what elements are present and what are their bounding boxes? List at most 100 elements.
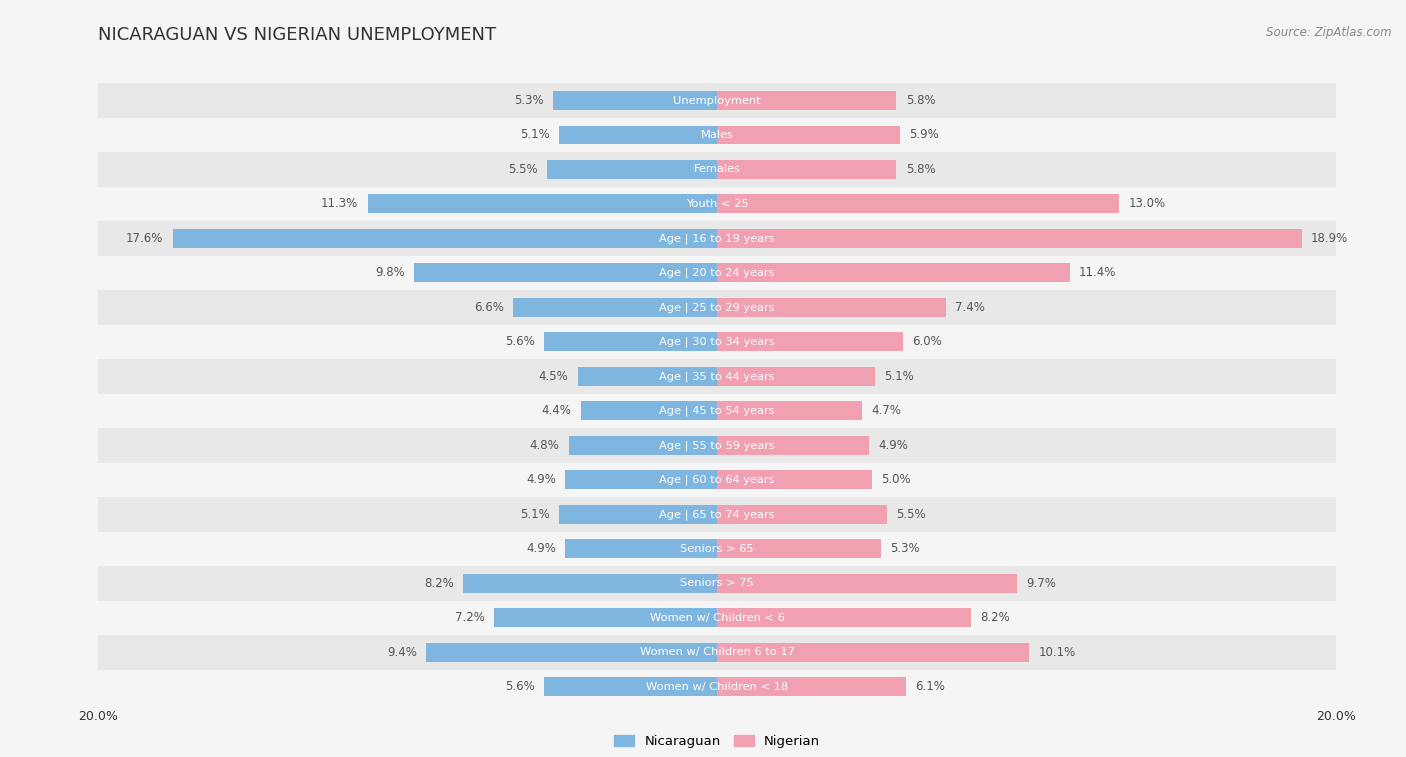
Bar: [98, 290, 1336, 325]
Text: 6.6%: 6.6%: [474, 301, 503, 314]
Text: Age | 60 to 64 years: Age | 60 to 64 years: [659, 475, 775, 485]
Bar: [98, 669, 1336, 704]
Bar: [717, 609, 970, 628]
Bar: [717, 91, 897, 110]
Bar: [98, 428, 1336, 463]
Text: 4.9%: 4.9%: [526, 542, 557, 556]
Text: 9.4%: 9.4%: [387, 646, 418, 659]
Text: 5.3%: 5.3%: [890, 542, 920, 556]
Text: 5.3%: 5.3%: [515, 94, 544, 107]
Bar: [98, 359, 1336, 394]
Text: 4.5%: 4.5%: [538, 370, 568, 383]
Text: 5.5%: 5.5%: [508, 163, 537, 176]
Text: 13.0%: 13.0%: [1129, 198, 1166, 210]
Text: 4.9%: 4.9%: [877, 439, 908, 452]
Text: 4.7%: 4.7%: [872, 404, 901, 417]
Bar: [98, 221, 1336, 256]
Bar: [717, 643, 1029, 662]
Text: 6.0%: 6.0%: [912, 335, 942, 348]
Text: 11.4%: 11.4%: [1078, 266, 1116, 279]
Text: Age | 65 to 74 years: Age | 65 to 74 years: [659, 509, 775, 519]
Bar: [717, 470, 872, 489]
Text: 6.1%: 6.1%: [915, 681, 945, 693]
Bar: [717, 367, 875, 386]
Text: 5.8%: 5.8%: [905, 94, 935, 107]
Bar: [413, 263, 717, 282]
Bar: [717, 436, 869, 455]
Text: Women w/ Children < 6: Women w/ Children < 6: [650, 613, 785, 623]
Bar: [717, 126, 900, 145]
Bar: [98, 325, 1336, 359]
Text: Seniors > 65: Seniors > 65: [681, 544, 754, 554]
Text: 7.2%: 7.2%: [456, 612, 485, 625]
Text: 5.8%: 5.8%: [905, 163, 935, 176]
Bar: [98, 152, 1336, 187]
Text: Women w/ Children < 18: Women w/ Children < 18: [645, 682, 789, 692]
Text: 7.4%: 7.4%: [955, 301, 986, 314]
Bar: [547, 160, 717, 179]
Text: 5.9%: 5.9%: [908, 129, 939, 142]
Bar: [426, 643, 717, 662]
Bar: [98, 83, 1336, 118]
Bar: [717, 505, 887, 524]
Text: 18.9%: 18.9%: [1310, 232, 1348, 245]
Bar: [568, 436, 717, 455]
Bar: [98, 256, 1336, 290]
Text: 5.0%: 5.0%: [882, 473, 911, 486]
Bar: [98, 463, 1336, 497]
Text: 8.2%: 8.2%: [425, 577, 454, 590]
Text: NICARAGUAN VS NIGERIAN UNEMPLOYMENT: NICARAGUAN VS NIGERIAN UNEMPLOYMENT: [98, 26, 496, 45]
Bar: [98, 531, 1336, 566]
Text: Age | 30 to 34 years: Age | 30 to 34 years: [659, 337, 775, 347]
Bar: [717, 401, 862, 420]
Legend: Nicaraguan, Nigerian: Nicaraguan, Nigerian: [609, 729, 825, 753]
Bar: [367, 195, 717, 213]
Bar: [544, 678, 717, 696]
Text: 8.2%: 8.2%: [980, 612, 1010, 625]
Bar: [98, 187, 1336, 221]
Bar: [98, 394, 1336, 428]
Text: 4.9%: 4.9%: [526, 473, 557, 486]
Text: 17.6%: 17.6%: [127, 232, 163, 245]
Bar: [98, 600, 1336, 635]
Bar: [495, 609, 717, 628]
Bar: [717, 298, 946, 317]
Text: Age | 55 to 59 years: Age | 55 to 59 years: [659, 440, 775, 450]
Bar: [173, 229, 717, 248]
Text: Age | 16 to 19 years: Age | 16 to 19 years: [659, 233, 775, 244]
Bar: [717, 160, 897, 179]
Text: 5.1%: 5.1%: [520, 508, 550, 521]
Text: Women w/ Children 6 to 17: Women w/ Children 6 to 17: [640, 647, 794, 657]
Text: 5.1%: 5.1%: [520, 129, 550, 142]
Text: 5.1%: 5.1%: [884, 370, 914, 383]
Bar: [717, 229, 1302, 248]
Text: Source: ZipAtlas.com: Source: ZipAtlas.com: [1267, 26, 1392, 39]
Text: Age | 25 to 29 years: Age | 25 to 29 years: [659, 302, 775, 313]
Text: 5.6%: 5.6%: [505, 681, 534, 693]
Bar: [98, 566, 1336, 600]
Bar: [717, 195, 1119, 213]
Text: 4.4%: 4.4%: [541, 404, 572, 417]
Text: 11.3%: 11.3%: [321, 198, 359, 210]
Text: Unemployment: Unemployment: [673, 95, 761, 105]
Bar: [581, 401, 717, 420]
Text: Age | 45 to 54 years: Age | 45 to 54 years: [659, 406, 775, 416]
Bar: [717, 574, 1017, 593]
Text: Age | 20 to 24 years: Age | 20 to 24 years: [659, 268, 775, 278]
Bar: [464, 574, 717, 593]
Bar: [565, 470, 717, 489]
Text: 5.6%: 5.6%: [505, 335, 534, 348]
Text: 9.8%: 9.8%: [375, 266, 405, 279]
Bar: [560, 505, 717, 524]
Bar: [578, 367, 717, 386]
Text: Males: Males: [700, 130, 734, 140]
Bar: [98, 118, 1336, 152]
Text: 5.5%: 5.5%: [897, 508, 927, 521]
Bar: [544, 332, 717, 351]
Bar: [560, 126, 717, 145]
Text: Age | 35 to 44 years: Age | 35 to 44 years: [659, 371, 775, 382]
Bar: [98, 635, 1336, 669]
Bar: [553, 91, 717, 110]
Text: 10.1%: 10.1%: [1039, 646, 1076, 659]
Text: Females: Females: [693, 164, 741, 174]
